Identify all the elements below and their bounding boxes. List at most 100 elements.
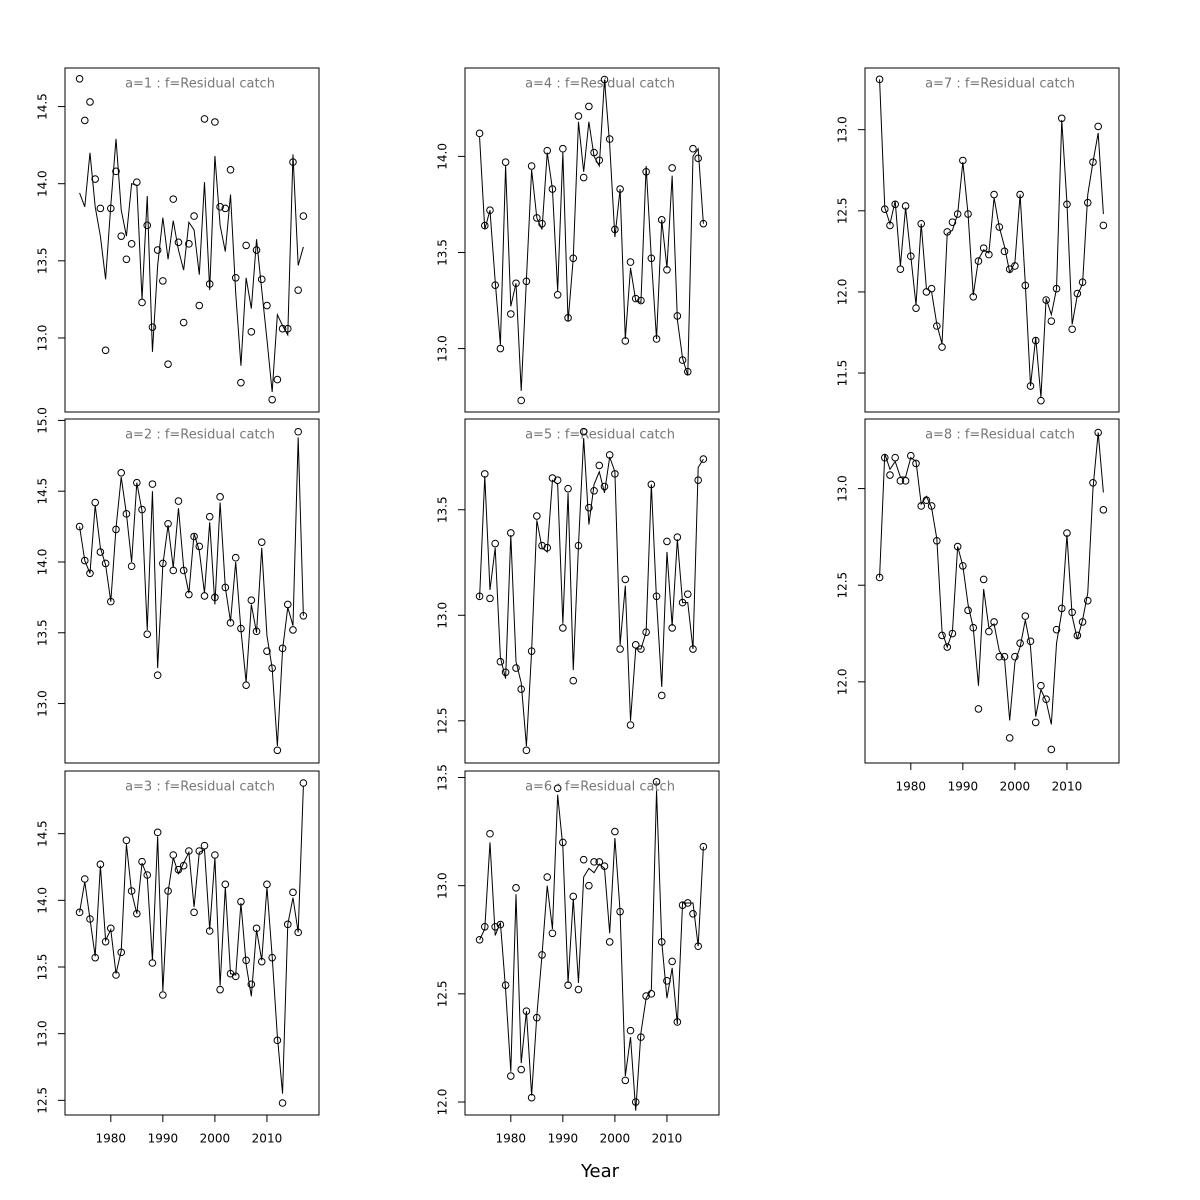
observed-point <box>91 175 99 183</box>
observed-point <box>974 705 983 713</box>
observed-point <box>486 594 494 603</box>
observed-point <box>101 346 110 355</box>
observed-point <box>257 275 266 284</box>
observed-point <box>901 477 910 485</box>
observed-point <box>169 195 178 203</box>
observed-point <box>585 881 593 890</box>
x-tick-label: 2010 <box>252 1132 283 1146</box>
panel-title: a=2 : f=Residual catch <box>125 428 275 443</box>
panel-frame <box>464 418 720 764</box>
panel-frame <box>464 67 720 413</box>
observed-point <box>943 643 952 651</box>
x-tick-label: 1980 <box>896 780 927 794</box>
y-tick-label: 14.5 <box>36 93 50 120</box>
y-tick-label: 13.5 <box>36 619 50 646</box>
observed-point <box>1099 506 1108 514</box>
panel-title: a=4 : f=Residual catch <box>525 77 675 92</box>
observed-point <box>553 290 562 299</box>
x-tick-label: 1980 <box>96 1132 127 1146</box>
observed-point <box>195 301 204 310</box>
observed-point <box>80 875 89 883</box>
observed-point <box>974 257 983 265</box>
observed-point <box>200 115 209 123</box>
observed-point <box>190 532 198 541</box>
observed-point <box>1031 336 1040 345</box>
observed-point <box>226 166 235 174</box>
observed-point <box>221 880 230 889</box>
observed-point <box>647 990 656 998</box>
observed-point <box>86 98 94 106</box>
observed-point <box>159 277 167 285</box>
y-tick-label: 13.0 <box>436 335 450 362</box>
observed-point <box>579 855 588 864</box>
observed-point <box>1094 122 1102 131</box>
fit-line <box>79 785 304 1094</box>
observed-point <box>216 985 224 994</box>
observed-point <box>579 173 588 182</box>
observed-point <box>247 327 256 336</box>
observed-point <box>299 779 308 787</box>
observed-point <box>1005 734 1014 742</box>
fit-line <box>479 790 704 1111</box>
y-tick-label: 14.0 <box>36 549 50 576</box>
observed-point <box>1000 247 1009 256</box>
observed-point <box>96 204 105 213</box>
observed-point <box>590 858 598 866</box>
observed-point <box>699 455 708 463</box>
observed-point <box>231 273 240 282</box>
observed-point <box>91 498 99 507</box>
y-tick-label: 12.5 <box>836 197 850 224</box>
observed-point <box>159 991 167 999</box>
observed-point <box>169 566 178 575</box>
observed-point <box>579 427 588 436</box>
observed-point <box>605 938 614 946</box>
fit-line <box>79 437 304 747</box>
y-tick-label: 13.5 <box>436 496 450 523</box>
observed-point <box>138 298 146 307</box>
observed-point <box>268 395 276 404</box>
observed-point <box>1068 325 1076 334</box>
observed-point <box>496 344 505 353</box>
observed-point <box>668 957 676 966</box>
observed-point <box>75 908 84 917</box>
observed-point <box>216 203 224 211</box>
observed-point <box>117 232 126 240</box>
observed-point <box>252 246 261 254</box>
observed-point <box>574 112 583 120</box>
y-tick-label: 14.0 <box>36 887 50 914</box>
observed-point <box>263 880 271 889</box>
observed-point <box>1037 396 1045 405</box>
panel-title: a=1 : f=Residual catch <box>125 77 275 92</box>
observed-point <box>242 241 250 250</box>
observed-point <box>938 343 946 351</box>
y-tick-label: 11.5 <box>836 360 850 387</box>
observed-point <box>278 1099 287 1107</box>
fit-line <box>479 79 704 391</box>
y-tick-label: 13.0 <box>36 1020 50 1047</box>
observed-point <box>585 503 593 512</box>
observed-point <box>657 691 666 700</box>
observed-point <box>216 493 224 501</box>
observed-point <box>211 851 219 859</box>
observed-point <box>283 600 292 609</box>
observed-point <box>242 681 250 689</box>
observed-point <box>689 909 697 918</box>
panel-title: a=6 : f=Residual catch <box>525 780 675 795</box>
y-tick-label: 12.5 <box>36 1087 50 1114</box>
observed-point <box>548 929 557 938</box>
fit-line <box>479 437 704 747</box>
observed-point <box>143 221 152 230</box>
observed-point <box>273 746 282 755</box>
observed-point <box>990 190 998 199</box>
observed-point <box>553 476 562 485</box>
observed-point <box>174 497 183 505</box>
y-tick-label: 13.0 <box>36 325 50 352</box>
observed-point <box>626 721 635 729</box>
y-tick-label: 13.0 <box>36 690 50 717</box>
observed-point <box>538 541 546 550</box>
observed-point <box>148 323 157 331</box>
panel-frame <box>864 67 1120 413</box>
fit-line <box>79 138 304 392</box>
observed-point <box>190 908 198 917</box>
observed-point <box>507 310 515 318</box>
